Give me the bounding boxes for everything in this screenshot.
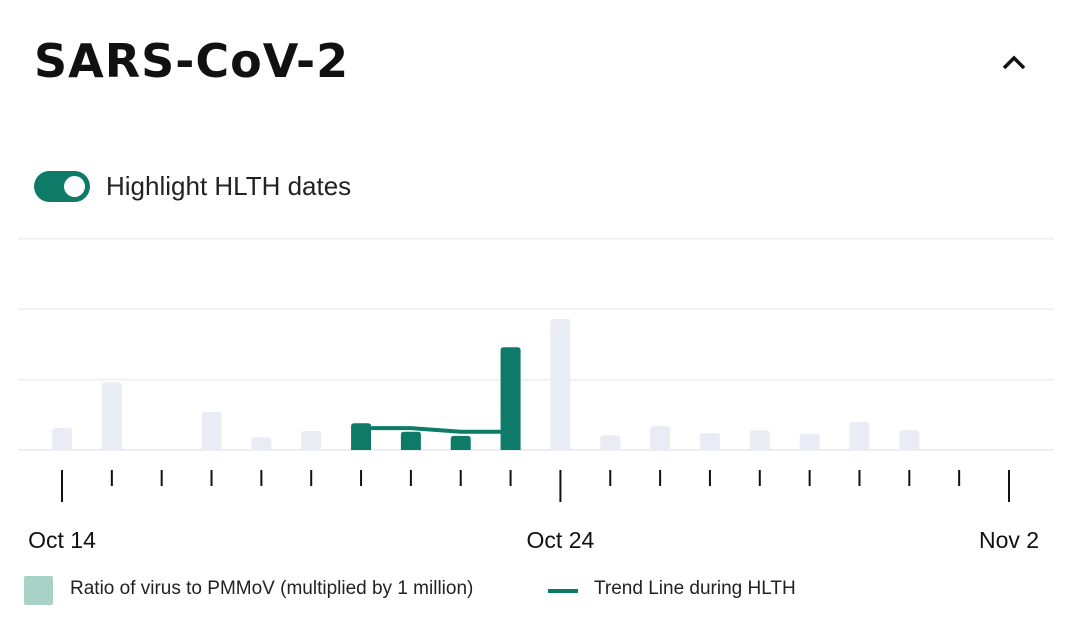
bar — [201, 411, 222, 450]
toggle-knob — [64, 176, 85, 197]
legend-trend: Trend Line during HLTH — [594, 578, 796, 599]
bar — [101, 382, 122, 450]
x-tick-label: Nov 2 — [979, 527, 1039, 553]
chevron-up-icon[interactable] — [998, 48, 1030, 76]
bar — [699, 433, 720, 450]
bar — [749, 430, 770, 450]
toggle-label: Highlight HLTH dates — [106, 171, 352, 201]
bar — [849, 421, 870, 450]
bar — [251, 437, 272, 450]
bar — [799, 433, 820, 450]
bar — [450, 435, 471, 450]
trend-line — [361, 426, 511, 434]
x-tick-label: Oct 24 — [527, 527, 595, 553]
legend-ratio: Ratio of virus to PMMoV (multiplied by 1… — [70, 578, 474, 599]
legend-swatch-ratio — [24, 576, 53, 605]
bar — [500, 347, 521, 450]
bar — [600, 435, 621, 450]
bar — [550, 319, 571, 450]
bar — [899, 430, 920, 450]
section-title: SARS-CoV-2 — [34, 34, 350, 88]
bar — [400, 431, 421, 450]
x-tick-label: Oct 14 — [28, 527, 96, 553]
chart: Oct 14 Oct 24 Nov 2 — [18, 238, 1054, 553]
legend-swatch-trend — [548, 589, 578, 593]
bar — [301, 430, 322, 450]
highlight-toggle[interactable] — [34, 171, 90, 202]
bar — [650, 426, 671, 450]
bar — [52, 428, 72, 450]
